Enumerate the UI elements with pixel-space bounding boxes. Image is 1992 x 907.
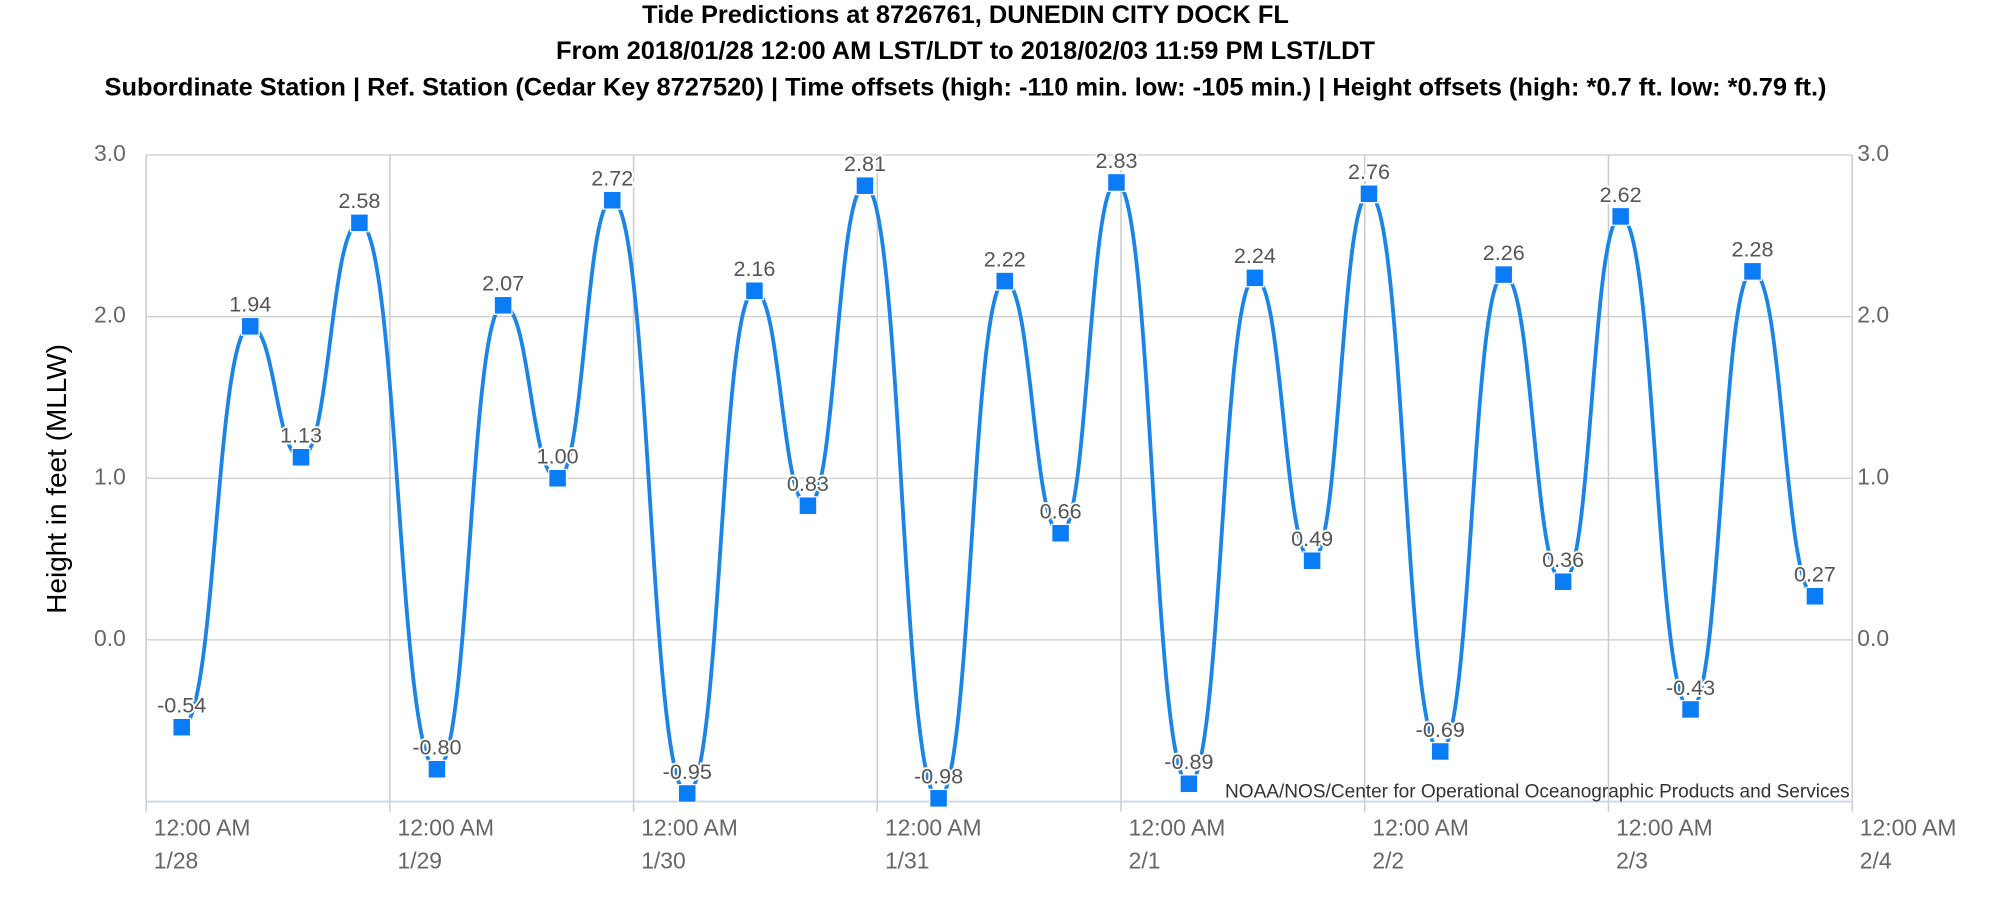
x-tick-label: 12:00 AM 1/29 xyxy=(398,815,495,874)
data-label: 2.58 xyxy=(338,188,380,213)
y-tick-label: 0.0 xyxy=(94,625,126,651)
data-label: 2.24 xyxy=(1234,243,1276,268)
point-marker xyxy=(493,295,513,315)
data-label: 2.81 xyxy=(844,151,886,176)
chart-title: Tide Predictions at 8726761, DUNEDIN CIT… xyxy=(642,1,1289,29)
x-tick-label: 12:00 AM 2/1 xyxy=(1129,815,1226,874)
point-marker xyxy=(172,717,192,737)
data-label: -0.54 xyxy=(157,693,206,718)
data-label: -0.43 xyxy=(1666,675,1715,700)
point-marker xyxy=(240,316,260,336)
point-marker xyxy=(1302,551,1322,571)
point-marker xyxy=(1245,268,1265,288)
data-label: 0.27 xyxy=(1794,562,1836,587)
data-label: 0.36 xyxy=(1542,547,1584,572)
y2-tick-label: 3.0 xyxy=(1857,140,1889,166)
series-line xyxy=(180,180,1816,801)
point-marker xyxy=(427,759,447,779)
point-marker xyxy=(602,190,622,210)
y-tick-label: 2.0 xyxy=(94,302,126,328)
data-label: 2.83 xyxy=(1095,148,1137,173)
description-box: Subordinate Station | Ref. Station (Ceda… xyxy=(104,73,1827,102)
x-tick-label: 12:00 AM 1/30 xyxy=(641,815,738,874)
grid: 0.0 1.0 2.0 3.0 0.0 1.0 2.0 3.0 12:00 AM 1/28 12:0… xyxy=(94,140,1956,874)
y-tick-label: 3.0 xyxy=(94,140,126,166)
point-marker xyxy=(1553,572,1573,592)
data-label: 0.83 xyxy=(787,471,829,496)
point-marker xyxy=(855,176,875,196)
data-label: 2.07 xyxy=(482,271,524,296)
x-tick-label: 12:00 AM 1/28 xyxy=(154,815,251,874)
point-marker xyxy=(1681,699,1701,719)
y2-tick-label: 0.0 xyxy=(1857,625,1889,651)
data-label: -0.95 xyxy=(663,759,712,784)
credit: NOAA/NOS/Center for Operational Oceanogr… xyxy=(1225,782,1850,803)
data-label: 2.16 xyxy=(733,256,775,281)
data-label: 2.62 xyxy=(1600,182,1642,207)
point-marker xyxy=(929,788,949,808)
data-label: 2.76 xyxy=(1348,159,1390,184)
data-label: -0.69 xyxy=(1416,717,1465,742)
point-marker xyxy=(677,783,697,804)
x-tick-label: 12:00 AM 2/3 xyxy=(1616,815,1713,874)
chart-subtitle: From 2018/01/28 12:00 AM LST/LDT to 2018… xyxy=(556,37,1375,65)
plot: -0.54 1.94 1.13 2.58 -0.80 2.07 1.00 2.72 -0.95 2… xyxy=(155,146,1838,808)
chart-description: Subordinate Station | Ref. Station (Ceda… xyxy=(104,73,1827,102)
data-label: -0.98 xyxy=(914,764,963,789)
point-marker xyxy=(1611,206,1631,226)
point-marker xyxy=(744,281,764,301)
data-label: 2.28 xyxy=(1732,237,1774,262)
point-marker xyxy=(548,468,568,488)
data-label: 2.26 xyxy=(1483,240,1525,265)
x-tick-label: 12:00 AM 2/2 xyxy=(1372,815,1469,874)
point-marker xyxy=(291,447,311,467)
data-label: 1.13 xyxy=(280,423,322,448)
data-label: 1.00 xyxy=(537,444,579,469)
y2-tick-label: 1.0 xyxy=(1857,463,1889,489)
y-axis-label: Height in feet (MLLW) xyxy=(41,344,72,614)
point-marker xyxy=(1359,184,1379,204)
x-tick-label: 12:00 AM 2/4 xyxy=(1860,815,1957,874)
point-marker xyxy=(798,496,818,516)
y-tick-label: 1.0 xyxy=(94,463,126,489)
data-label: 2.72 xyxy=(591,166,633,191)
data-label: 2.22 xyxy=(984,246,1026,271)
point-marker xyxy=(1494,265,1514,285)
data-label: 0.66 xyxy=(1040,499,1082,524)
point-marker xyxy=(1805,586,1825,606)
y2-tick-label: 2.0 xyxy=(1857,302,1889,328)
point-marker xyxy=(1742,261,1763,281)
data-label: 1.94 xyxy=(229,292,271,317)
point-marker xyxy=(1106,172,1126,192)
point-marker xyxy=(349,213,369,233)
data-label: -0.80 xyxy=(412,735,461,760)
x-tick-label: 12:00 AM 1/31 xyxy=(885,815,982,874)
data-label: -0.89 xyxy=(1164,749,1213,774)
data-label: 0.49 xyxy=(1291,526,1333,551)
point-marker xyxy=(995,271,1015,291)
point-marker xyxy=(1430,741,1450,761)
point-marker xyxy=(1051,523,1071,543)
point-marker xyxy=(1179,774,1199,794)
